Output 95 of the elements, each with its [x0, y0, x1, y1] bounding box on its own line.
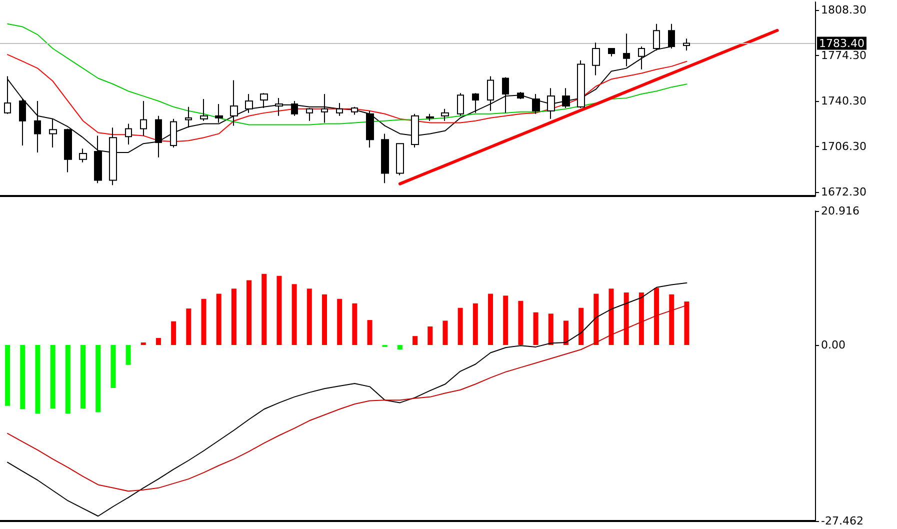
candlestick — [532, 94, 540, 114]
bar — [110, 345, 116, 388]
line-series — [7, 23, 688, 126]
bar — [186, 308, 192, 346]
candlestick — [517, 92, 524, 100]
candlestick — [125, 123, 132, 146]
bar — [126, 345, 131, 365]
bar — [428, 326, 433, 346]
bar — [156, 338, 161, 346]
bar — [337, 298, 342, 346]
candlestick — [140, 100, 147, 136]
line-series — [7, 54, 688, 142]
bar — [594, 294, 599, 346]
bar — [50, 345, 56, 408]
candlestick — [396, 143, 404, 176]
bar — [472, 303, 478, 346]
candlestick — [472, 92, 479, 114]
bar — [276, 276, 282, 346]
candlestick — [321, 94, 328, 124]
candlestick — [562, 88, 570, 108]
bar — [563, 320, 568, 346]
candlestick — [487, 76, 494, 112]
candlestick — [185, 106, 192, 128]
bar — [20, 345, 26, 410]
bar — [292, 284, 297, 346]
bar — [458, 308, 463, 346]
bar — [171, 321, 176, 346]
bar — [488, 294, 494, 346]
bar — [80, 345, 86, 408]
candlestick — [49, 118, 57, 148]
line-series — [398, 28, 779, 186]
bar — [5, 345, 10, 406]
bar — [684, 301, 690, 346]
candlestick — [426, 113, 434, 122]
candlestick — [215, 103, 223, 124]
bar — [518, 300, 524, 346]
ref-line-label: 1783.40 — [819, 36, 864, 50]
bar — [503, 296, 508, 346]
candlestick — [291, 100, 298, 116]
bar — [246, 280, 252, 346]
bar — [201, 298, 206, 346]
candlestick — [200, 98, 208, 122]
y-tick-label: 1740.30 — [821, 94, 866, 108]
y-tick-label: -27.462 — [821, 514, 864, 528]
candlestick — [230, 80, 238, 126]
candlestick — [260, 92, 268, 108]
candlestick — [411, 113, 419, 148]
candlestick — [336, 102, 343, 116]
y-tick-label: 1808.30 — [821, 3, 866, 16]
candlestick — [502, 76, 509, 114]
candlestick — [592, 42, 600, 76]
bar — [442, 320, 448, 346]
bar — [412, 336, 418, 346]
candlestick — [79, 148, 87, 163]
bar — [669, 294, 674, 346]
bar — [638, 292, 644, 346]
candlestick — [366, 110, 374, 148]
bar — [216, 294, 222, 346]
bar — [140, 342, 146, 346]
candlestick — [683, 38, 690, 51]
candlestick — [275, 98, 283, 116]
bar — [262, 274, 267, 346]
y-tick-label: 1672.30 — [821, 186, 866, 199]
bar — [35, 345, 40, 414]
bar — [65, 345, 70, 414]
candlestick — [351, 106, 358, 116]
bar — [367, 320, 372, 346]
line-series — [7, 304, 688, 492]
candlestick — [457, 92, 464, 116]
y-tick-label: 1706.30 — [821, 140, 866, 154]
candlestick — [245, 94, 253, 114]
bar — [654, 288, 660, 346]
bar — [608, 288, 614, 346]
bar — [397, 345, 402, 350]
candlestick — [547, 88, 555, 120]
candlestick — [608, 48, 615, 57]
bar — [96, 345, 101, 412]
candlestick — [170, 118, 177, 148]
bar — [624, 292, 629, 346]
bar — [533, 312, 538, 346]
bar — [578, 308, 584, 346]
bar — [322, 294, 327, 346]
bar — [352, 303, 358, 346]
candlestick — [577, 60, 585, 108]
y-tick-label: 20.916 — [821, 204, 860, 218]
candlestick — [381, 133, 389, 184]
candlestick — [306, 107, 313, 122]
candlestick — [19, 98, 26, 146]
y-tick-label: 0.00 — [821, 338, 846, 352]
line-series — [7, 282, 688, 517]
candlestick — [441, 108, 449, 122]
bar — [548, 314, 554, 346]
bar — [306, 288, 312, 346]
y-tick-label: 1774.30 — [821, 48, 866, 62]
bar — [231, 288, 236, 346]
